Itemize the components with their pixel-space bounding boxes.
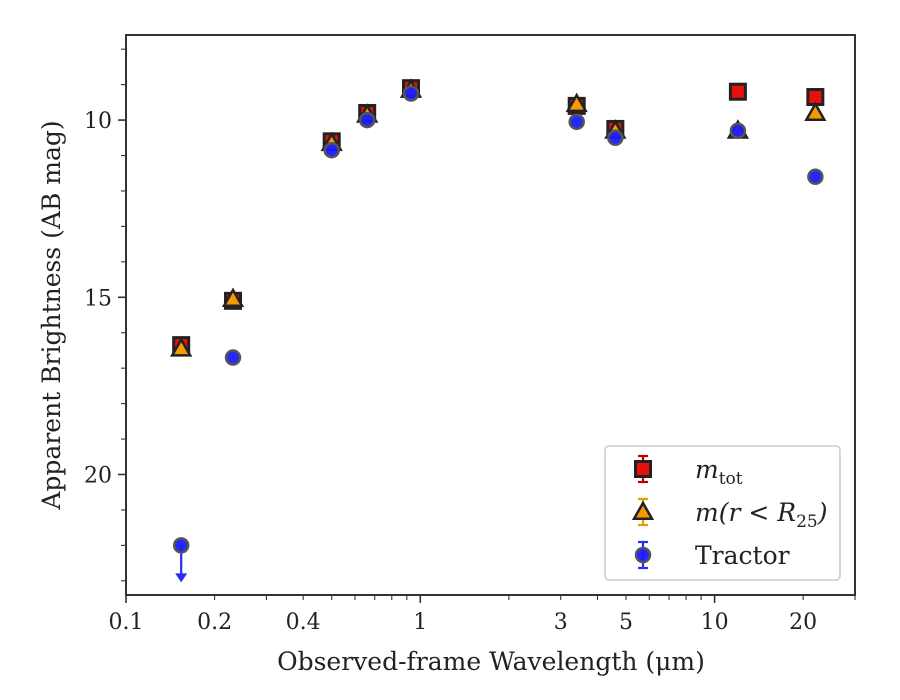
x-tick-label: 0.4: [286, 610, 321, 635]
mr25-data-point: [565, 92, 588, 113]
y-axis-title: Apparent Brightness (AB mag): [37, 120, 66, 510]
x-tick-label: 3: [554, 610, 568, 635]
mtot-data-point: [728, 82, 747, 101]
y-tick-label: 20: [84, 463, 112, 488]
x-tick-label: 0.2: [197, 610, 232, 635]
y-tick-label: 10: [84, 109, 112, 134]
tractor-upper-limit-arrow: [175, 573, 188, 583]
mr25-data-point: [170, 337, 193, 357]
tractor-data-point: [224, 349, 242, 366]
tractor-data-point: [568, 113, 585, 131]
legend-marker-mtot: [634, 460, 652, 478]
tractor-data-point: [172, 537, 190, 554]
y-tick-label: 15: [84, 286, 112, 311]
x-tick-label: 10: [701, 610, 729, 635]
data-points: [170, 78, 827, 583]
legend-label-tractor: Tractor: [695, 541, 790, 570]
legend-marker-tractor: [634, 546, 652, 564]
plot-border: [125, 34, 856, 596]
y-axis: 10 15 20: [84, 48, 126, 582]
tractor-data-point: [729, 122, 747, 139]
x-tick-label: 5: [619, 610, 633, 635]
tractor-data-point: [807, 168, 824, 186]
x-axis: 0.1 0.2 0.4 1 3 5 10 20: [109, 595, 856, 635]
tractor-data-point: [402, 85, 420, 102]
x-axis-title: Observed-frame Wavelength (μm): [277, 647, 705, 676]
legend-marker-mr25: [631, 500, 655, 520]
tractor-data-point: [607, 129, 624, 147]
x-tick-label: 1: [413, 610, 427, 635]
tractor-data-point: [323, 141, 340, 159]
x-tick-label: 0.1: [109, 610, 144, 635]
x-tick-label: 20: [789, 610, 817, 635]
mr25-data-point: [221, 287, 245, 308]
legend-label-mr25: m(r < R25): [695, 498, 827, 532]
legend-box: [604, 445, 841, 581]
legend-label-mtot: mtot: [695, 455, 743, 489]
plot-frame: [125, 34, 856, 596]
mr25-data-point: [804, 101, 827, 121]
legend: mtot m(r < R25) Tractor: [604, 445, 841, 581]
tractor-data-point: [358, 111, 376, 129]
